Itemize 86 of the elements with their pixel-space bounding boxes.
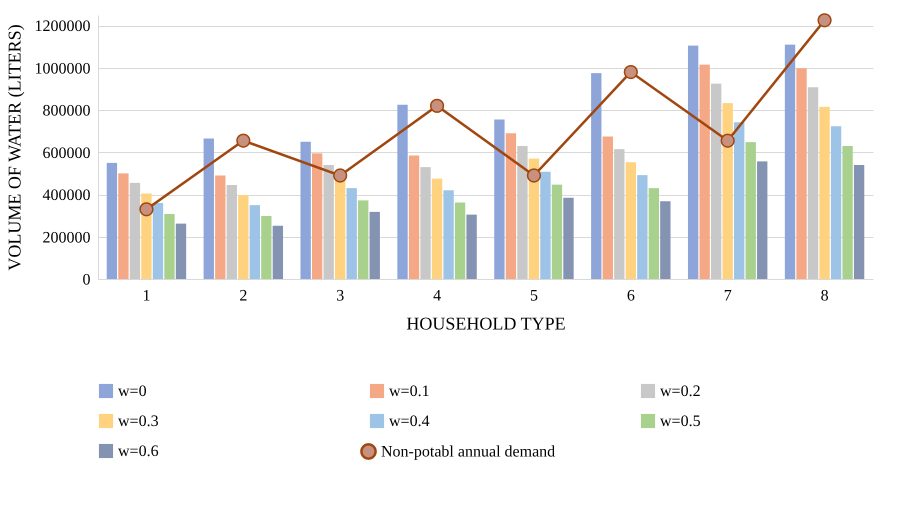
bar bbox=[796, 68, 807, 279]
bar bbox=[626, 162, 636, 279]
legend-label: w=0.2 bbox=[660, 383, 701, 400]
bar bbox=[614, 149, 624, 279]
bar bbox=[854, 164, 864, 279]
bar bbox=[204, 138, 214, 279]
bar bbox=[454, 202, 466, 279]
bar bbox=[466, 214, 477, 279]
bar bbox=[808, 87, 818, 279]
bar bbox=[312, 153, 322, 279]
bar bbox=[238, 195, 248, 279]
x-tick-label: 2 bbox=[239, 288, 248, 304]
x-tick-label: 5 bbox=[530, 288, 538, 304]
bar bbox=[215, 176, 226, 279]
bar bbox=[591, 73, 602, 279]
y-tick-label: 1200000 bbox=[34, 18, 90, 36]
bar bbox=[346, 188, 357, 279]
bar bbox=[722, 103, 733, 279]
bar bbox=[261, 216, 272, 279]
legend-label: w=0.3 bbox=[118, 413, 159, 430]
y-axis-title: VOLUME OF WATER (LITERS) bbox=[4, 24, 24, 271]
legend-label: w=0.1 bbox=[389, 383, 430, 400]
bar bbox=[699, 64, 710, 279]
bar bbox=[300, 142, 311, 279]
bar bbox=[688, 46, 698, 279]
point bbox=[333, 168, 348, 183]
bar bbox=[250, 205, 260, 279]
x-tick-label: 8 bbox=[820, 288, 829, 304]
bar bbox=[757, 161, 768, 279]
bar bbox=[842, 146, 853, 279]
bar bbox=[106, 162, 118, 279]
bar bbox=[563, 198, 574, 279]
bar bbox=[323, 164, 334, 279]
bar bbox=[746, 142, 756, 279]
bar bbox=[443, 190, 454, 279]
bar bbox=[517, 146, 528, 279]
y-tick-label: 1000000 bbox=[34, 60, 90, 78]
bar bbox=[118, 173, 129, 279]
bar bbox=[648, 188, 660, 279]
bar bbox=[506, 133, 516, 279]
bar bbox=[819, 106, 830, 279]
bar bbox=[152, 202, 164, 279]
bar bbox=[408, 155, 420, 279]
bar bbox=[784, 44, 796, 279]
bar bbox=[432, 178, 442, 279]
bar bbox=[637, 175, 648, 279]
x-tick-label: 4 bbox=[433, 288, 442, 304]
x-tick-label: 3 bbox=[336, 288, 344, 304]
bar bbox=[734, 122, 744, 279]
bar bbox=[494, 120, 505, 279]
legend-label: w=0.4 bbox=[389, 413, 430, 430]
bar bbox=[370, 212, 380, 279]
point bbox=[236, 134, 250, 148]
y-tick-label: 800000 bbox=[42, 102, 90, 120]
point bbox=[139, 202, 154, 216]
x-tick-label: 7 bbox=[724, 288, 732, 304]
bar bbox=[552, 184, 562, 279]
legend-label: w=0.6 bbox=[118, 443, 159, 460]
bar bbox=[176, 224, 186, 279]
x-axis-title: HOUSEHOLD TYPE bbox=[406, 314, 566, 334]
x-tick-label: 1 bbox=[142, 288, 150, 304]
legend-label: w=0.5 bbox=[660, 413, 701, 430]
bar bbox=[397, 104, 408, 279]
bar bbox=[226, 185, 237, 279]
y-tick-label: 0 bbox=[82, 272, 90, 288]
legend-label: Non-potabl annual demand bbox=[381, 444, 556, 460]
point bbox=[430, 98, 444, 113]
bar bbox=[130, 182, 140, 279]
bar bbox=[660, 201, 671, 279]
legend-label: w=0 bbox=[118, 383, 147, 400]
y-tick-label: 400000 bbox=[42, 187, 90, 204]
bar bbox=[272, 226, 284, 279]
bar bbox=[358, 200, 368, 279]
bar bbox=[602, 136, 613, 279]
point bbox=[720, 134, 735, 148]
bar bbox=[710, 84, 722, 279]
bar bbox=[540, 172, 551, 279]
point bbox=[817, 13, 832, 28]
y-tick-label: 600000 bbox=[42, 144, 90, 162]
bar bbox=[420, 167, 431, 279]
point bbox=[526, 168, 542, 183]
bar bbox=[164, 214, 175, 279]
point bbox=[624, 64, 638, 80]
x-tick-label: 6 bbox=[626, 288, 635, 304]
bar bbox=[830, 126, 842, 279]
y-tick-label: 200000 bbox=[42, 229, 90, 246]
